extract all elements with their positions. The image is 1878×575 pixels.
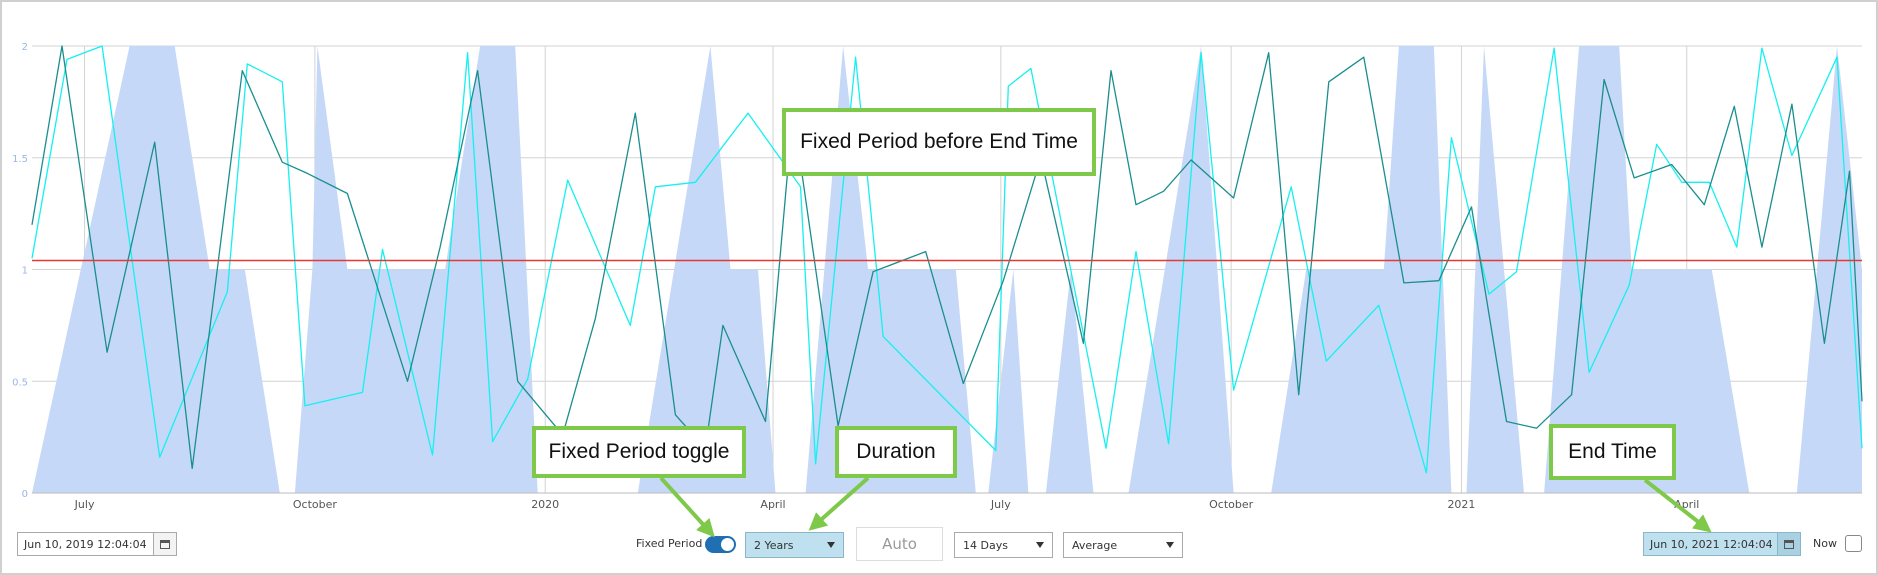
now-checkbox[interactable]	[1845, 535, 1862, 552]
duration-value: 2 Years	[754, 538, 794, 552]
calendar-icon	[160, 539, 170, 549]
fixed-period-toggle[interactable]	[705, 536, 736, 553]
chevron-down-icon	[1166, 542, 1174, 548]
end-calendar-button[interactable]	[1777, 533, 1800, 555]
line-series	[31, 45, 1863, 474]
x-tick-label: October	[1209, 498, 1253, 511]
interval-select[interactable]: 14 Days	[954, 532, 1053, 558]
auto-button[interactable]: Auto	[856, 527, 943, 561]
end-time-value[interactable]: Jun 10, 2021 12:04:04	[1650, 537, 1773, 551]
start-calendar-button[interactable]	[153, 533, 176, 555]
chevron-down-icon	[1036, 542, 1044, 548]
y-tick-label: 1	[22, 266, 28, 277]
callout-fixed-period-toggle: Fixed Period toggle	[532, 426, 746, 478]
y-tick-label: 2	[22, 42, 28, 53]
start-time-value[interactable]: Jun 10, 2019 12:04:04	[24, 537, 147, 551]
x-tick-label: July	[990, 498, 1011, 511]
aggregate-value: Average	[1072, 538, 1118, 552]
x-tick-label: April	[760, 498, 785, 511]
duration-select[interactable]: 2 Years	[745, 532, 844, 558]
toggle-knob	[721, 538, 734, 551]
axis-layer: 0 0.5 1 1.5 2 July October 2020 April July October…	[12, 42, 1862, 511]
callout-end-time: End Time	[1549, 424, 1676, 480]
x-tick-label: October	[293, 498, 337, 511]
y-tick-label: 0.5	[12, 377, 28, 388]
x-tick-label: 2020	[531, 498, 559, 511]
callout-duration: Duration	[835, 426, 957, 478]
trend-chart[interactable]: 0 0.5 1 1.5 2 July October 2020 April July October…	[0, 0, 1878, 520]
calendar-icon	[1784, 539, 1794, 549]
interval-value: 14 Days	[963, 538, 1008, 552]
fixed-period-label: Fixed Period	[636, 537, 703, 550]
y-tick-label: 1.5	[12, 154, 28, 165]
chevron-down-icon	[827, 542, 835, 548]
start-time-picker[interactable]: Jun 10, 2019 12:04:04	[17, 532, 177, 556]
aggregate-select[interactable]: Average	[1063, 532, 1183, 558]
x-tick-label: April	[1674, 498, 1699, 511]
y-tick-label: 0	[22, 489, 28, 500]
x-tick-label: July	[74, 498, 95, 511]
x-tick-label: 2021	[1447, 498, 1475, 511]
callout-fixed-period-before-end: Fixed Period before End Time	[782, 108, 1096, 176]
now-label: Now	[1813, 537, 1837, 550]
end-time-picker[interactable]: Jun 10, 2021 12:04:04	[1643, 532, 1801, 556]
